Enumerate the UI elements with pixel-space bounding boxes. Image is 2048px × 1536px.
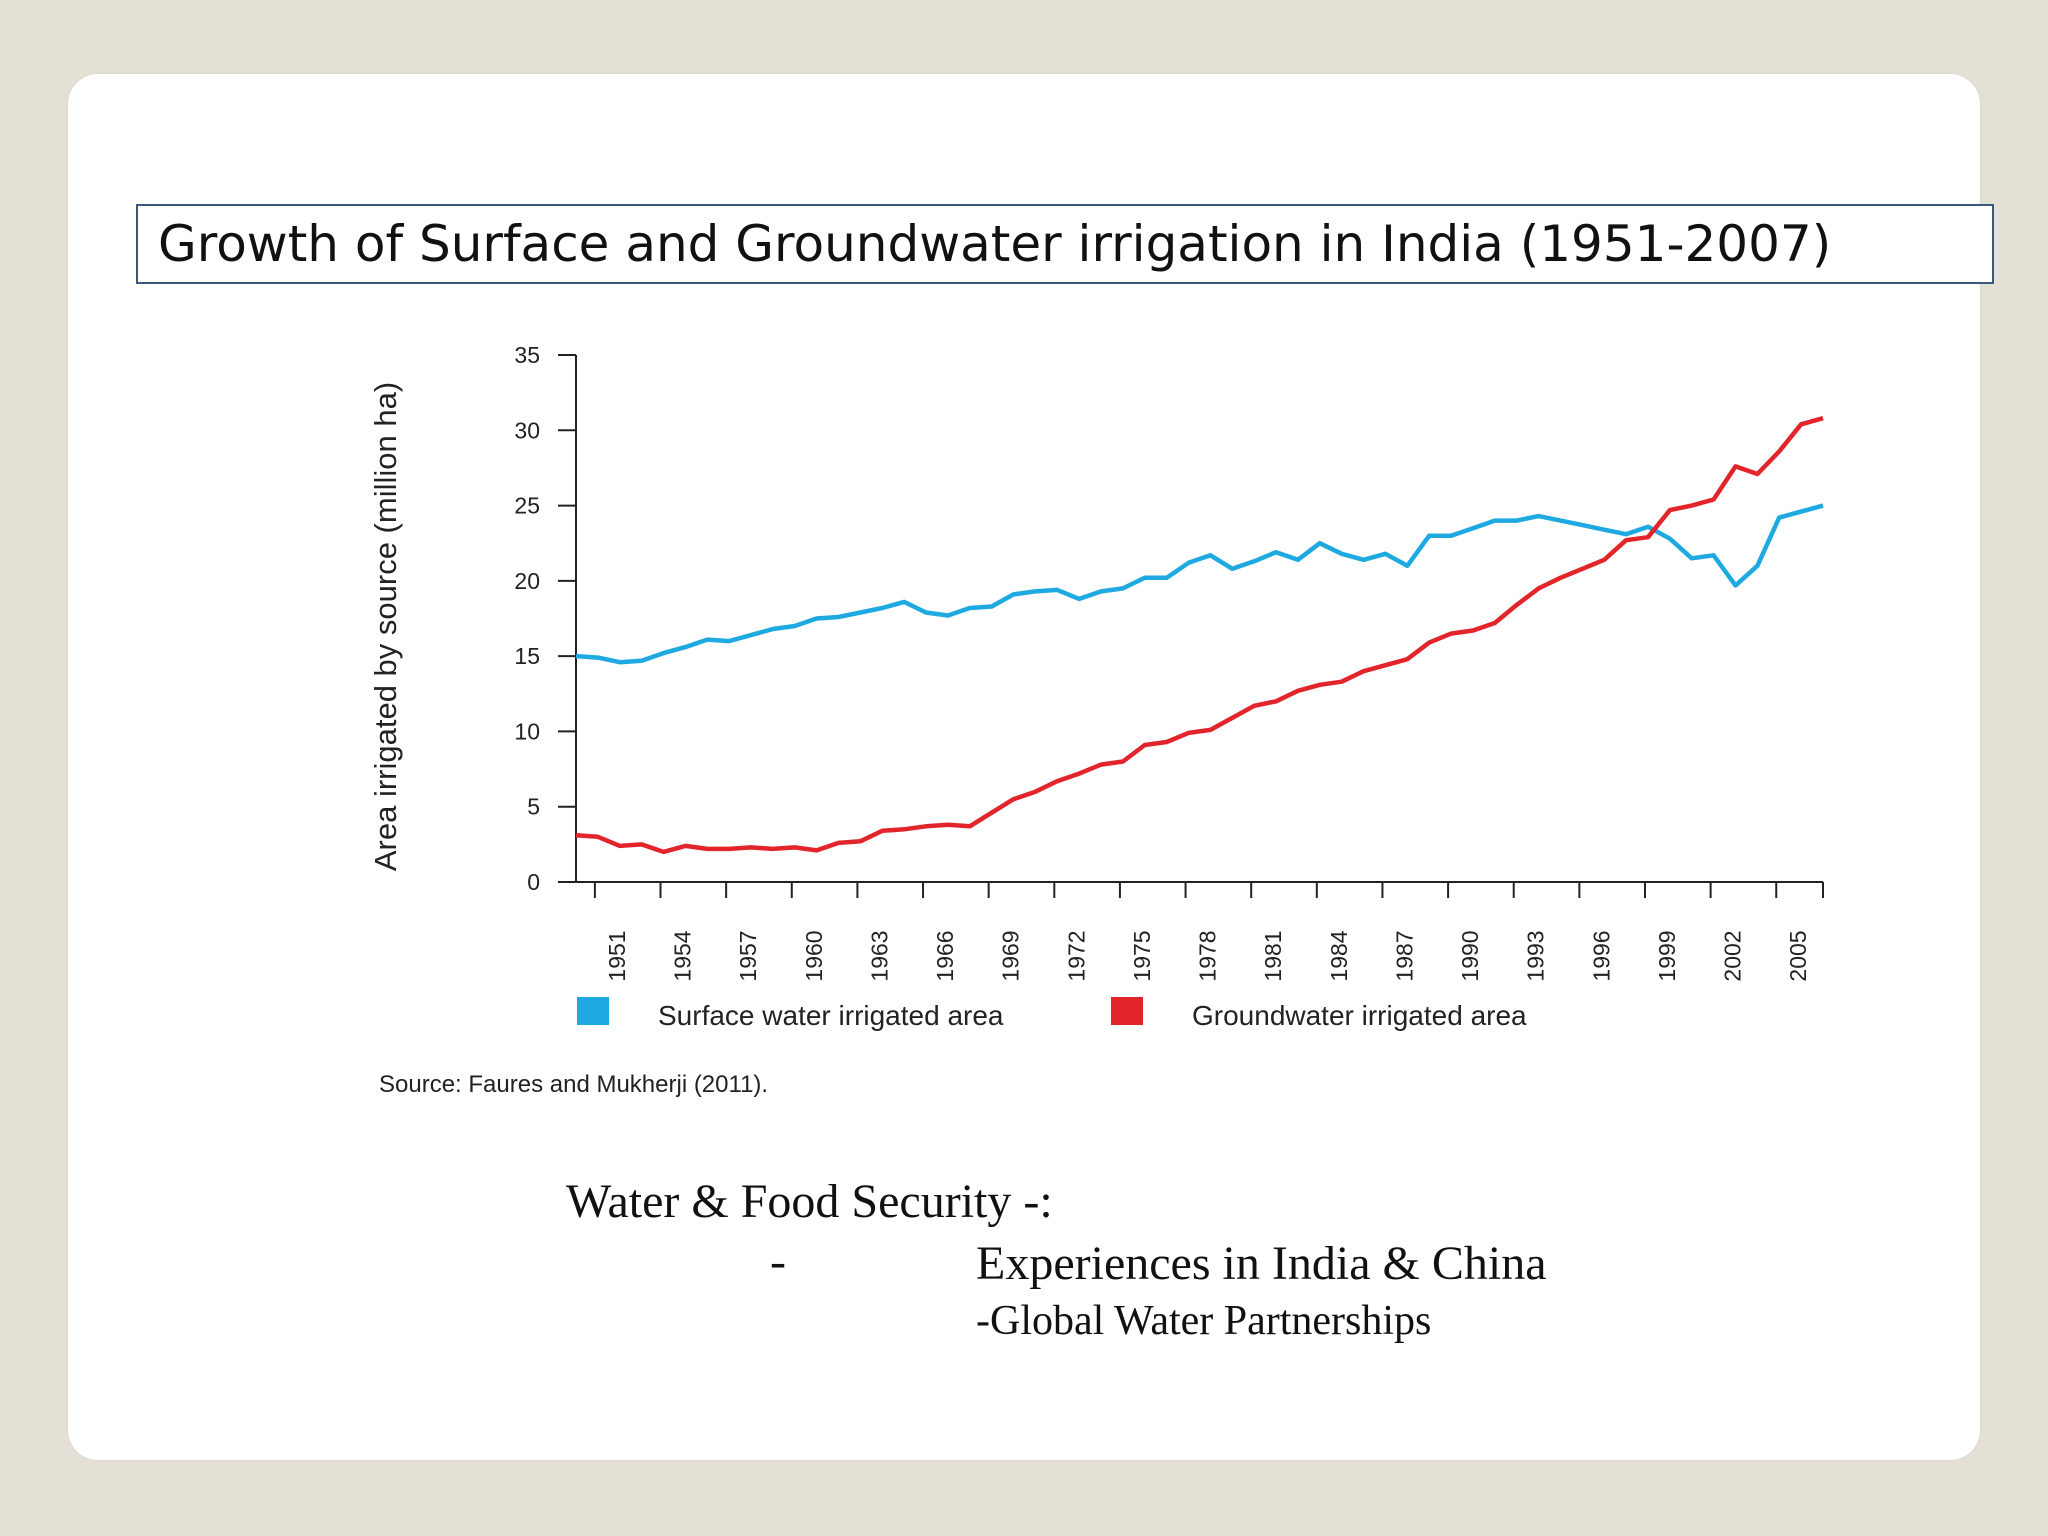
footer-line-2: Experiences in India & China xyxy=(976,1237,1547,1290)
slide-title: Growth of Surface and Groundwater irriga… xyxy=(158,215,1832,273)
legend-swatch-groundwater xyxy=(1111,997,1143,1025)
legend-label-surface-water: Surface water irrigated area xyxy=(658,1000,1004,1031)
x-tick-label: 1954 xyxy=(670,930,696,981)
footer-line-1: Water & Food Security -: xyxy=(566,1175,1053,1228)
x-tick-label: 1957 xyxy=(735,930,761,981)
x-tick-label: 1975 xyxy=(1129,930,1155,981)
series-line-groundwater xyxy=(575,416,1824,855)
x-tick-label: 1972 xyxy=(1063,930,1089,981)
title-box: Growth of Surface and Groundwater irriga… xyxy=(136,204,1994,284)
x-tick-label: 1981 xyxy=(1260,930,1286,981)
x-tick-label: 1963 xyxy=(866,930,892,981)
x-tick-label: 1951 xyxy=(604,930,630,981)
y-tick-label: 10 xyxy=(514,718,540,744)
legend-swatch-surface-water xyxy=(577,997,609,1025)
y-tick-label: 25 xyxy=(514,493,540,519)
legend-label-groundwater: Groundwater irrigated area xyxy=(1192,1000,1527,1031)
y-axis-title: Area irrigated by source (million ha) xyxy=(368,382,403,871)
x-tick-label: 1987 xyxy=(1391,930,1417,981)
x-tick-label: 1990 xyxy=(1457,930,1483,981)
x-tick-label: 1960 xyxy=(801,930,827,981)
x-tick-label: 1984 xyxy=(1326,930,1352,981)
y-tick-label: 0 xyxy=(527,869,540,895)
footer-dash: - xyxy=(770,1235,786,1288)
y-tick-label: 15 xyxy=(514,643,540,669)
x-tick-label: 1969 xyxy=(998,930,1024,981)
x-tick-label: 2002 xyxy=(1720,930,1746,981)
x-tick-label: 1966 xyxy=(932,930,958,981)
y-tick-label: 30 xyxy=(514,417,540,443)
y-tick-label: 5 xyxy=(527,794,540,820)
x-tick-label: 1978 xyxy=(1195,930,1221,981)
x-tick-label: 1999 xyxy=(1654,930,1680,981)
slide-card xyxy=(68,74,1980,1460)
y-tick-label: 35 xyxy=(514,342,540,368)
y-tick-label: 20 xyxy=(514,568,540,594)
x-tick-label: 2005 xyxy=(1785,930,1811,981)
x-tick-label: 1993 xyxy=(1523,930,1549,981)
footer-line-3: -Global Water Partnerships xyxy=(976,1298,1432,1344)
series-line-surface-water xyxy=(575,503,1824,665)
source-note: Source: Faures and Mukherji (2011). xyxy=(379,1071,769,1098)
x-tick-label: 1996 xyxy=(1588,930,1614,981)
